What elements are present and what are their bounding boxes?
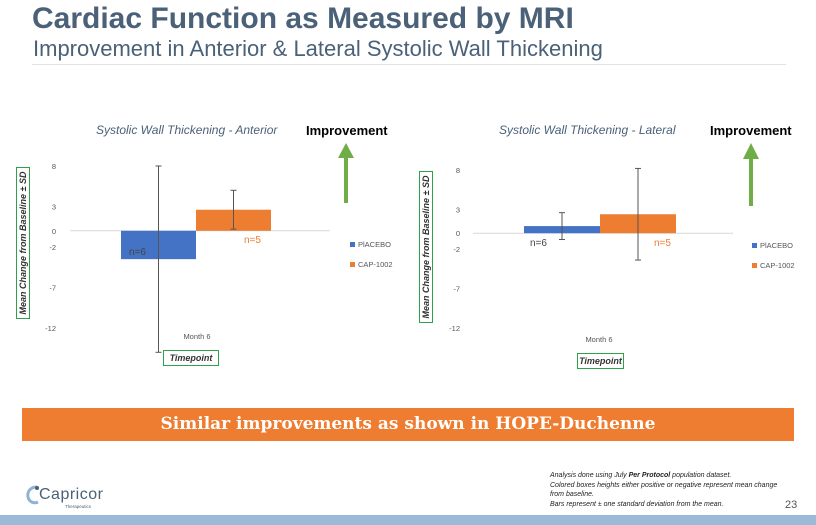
footnote-1: Analysis done using July Per Protocol po… [550,472,732,479]
x-axis-label-lateral: Timepoint [577,353,624,369]
y-tick-label: 0 [456,229,460,238]
footnote-2: Colored boxes heights either positive or… [550,481,778,499]
y-tick-label: -7 [453,285,460,294]
improvement-label-anterior: Improvement [306,123,388,138]
page-subtitle: Improvement in Anterior & Lateral Systol… [33,36,603,61]
n-label: n=6 [129,247,146,258]
legend-swatch [752,243,757,248]
title-divider [32,64,786,65]
y-tick-label: 0 [52,227,56,236]
x-tick-label: Month 6 [183,332,210,341]
footnotes: Analysis done using July Per Protocol po… [550,471,780,509]
footer-bar [0,515,816,525]
legend-swatch [350,242,355,247]
y-tick-label: 8 [52,162,56,171]
y-tick-label: -12 [45,324,56,333]
chart-title-lateral: Systolic Wall Thickening - Lateral [499,123,676,137]
y-tick-label: -2 [453,245,460,254]
plot-area-anterior: 8 3 0 -2 -7 -12 n=6 PlACEBO n=5 CAP-1002 Month 6 [45,162,393,353]
y-tick-label: 3 [456,206,460,215]
logo-tagline: Therapeutics [65,504,92,509]
page-number: 23 [785,499,798,511]
y-tick-label: 8 [456,166,460,175]
improvement-arrow-lateral-icon [743,143,759,206]
x-axis-label-anterior: Timepoint [163,350,219,366]
logo-mark-icon [26,485,39,505]
improvement-label-lateral: Improvement [710,123,792,138]
y-axis-label-lateral: Mean Change from Baseline ± SD [419,171,433,323]
x-tick-label: Month 6 [585,335,612,344]
legend-label: CAP-1002 [358,260,393,269]
legend-label: PlACEBO [358,240,391,249]
footnote-3: Bars represent ± one standard deviation … [550,500,724,508]
y-tick-label: 3 [52,203,56,212]
y-tick-label: -7 [49,284,56,293]
legend-swatch [752,263,757,268]
legend-label: CAP-1002 [760,261,795,270]
improvement-arrow-anterior-icon [338,143,354,203]
plot-area-lateral: 8 3 0 -2 -7 -12 n=6 PlACEBO n=5 CAP-1002 Month 6 [449,166,794,344]
legend-swatch [350,262,355,267]
y-tick-label: -12 [449,324,460,333]
logo-wordmark: Capricor [39,486,104,503]
n-label: n=6 [530,238,547,249]
chart-title-anterior: Systolic Wall Thickening - Anterior [96,123,278,137]
summary-banner: Similar improvements as shown in HOPE-Du… [22,408,794,441]
n-label: n=5 [654,238,671,249]
y-axis-label-anterior: Mean Change from Baseline ± SD [16,167,30,319]
n-label: n=5 [244,235,261,246]
page-title: Cardiac Function as Measured by MRI [32,2,574,35]
legend-label: PlACEBO [760,241,793,250]
y-tick-label: -2 [49,243,56,252]
